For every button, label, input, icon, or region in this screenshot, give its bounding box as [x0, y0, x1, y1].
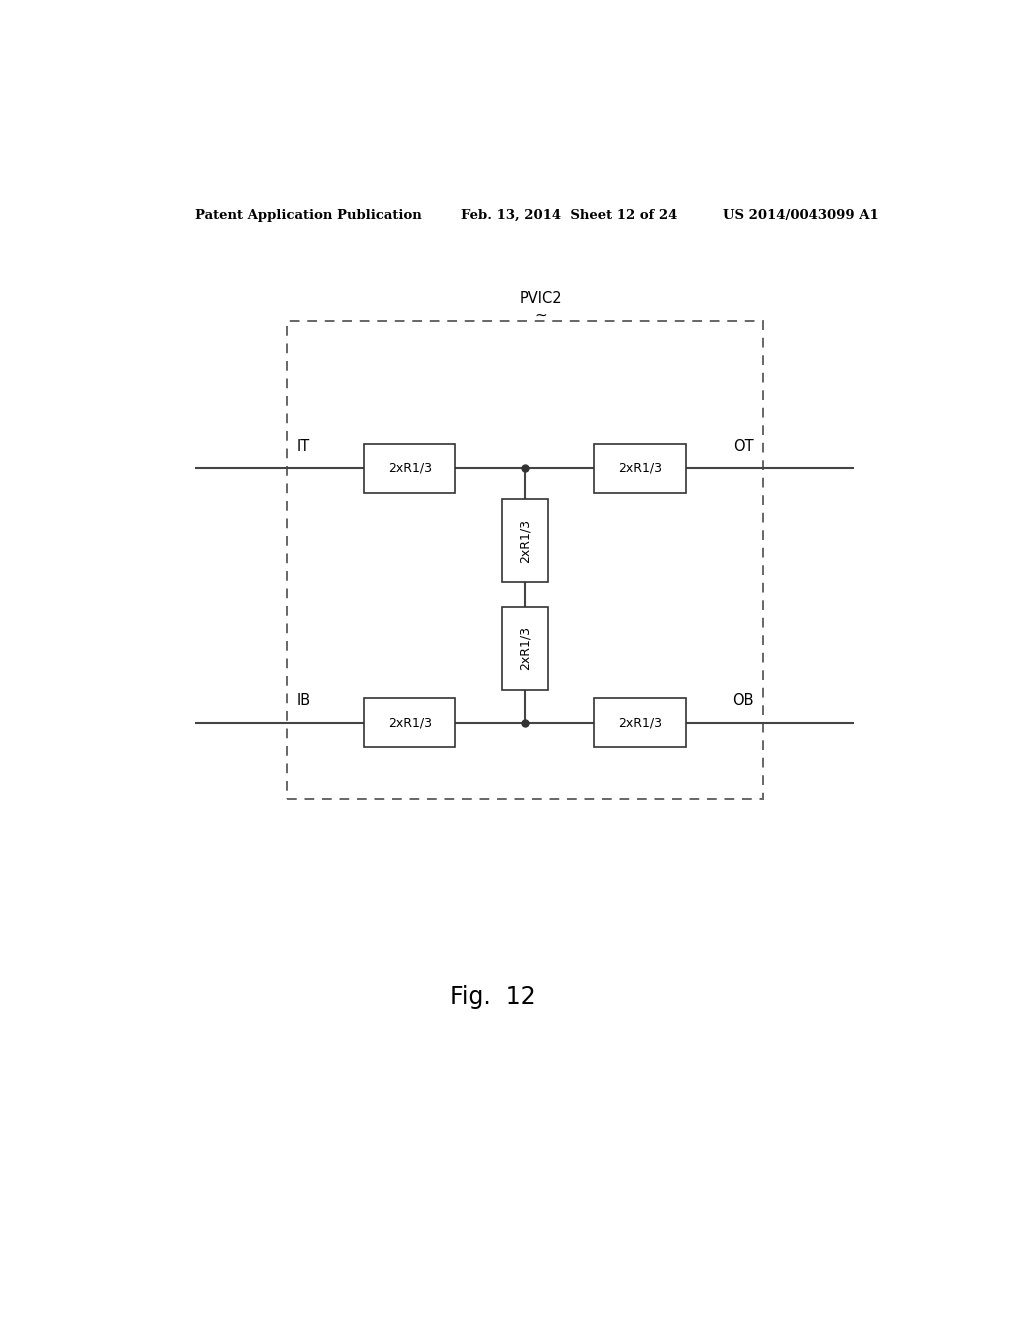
- Text: OT: OT: [733, 438, 754, 454]
- Text: PVIC2: PVIC2: [519, 292, 562, 306]
- Text: Feb. 13, 2014  Sheet 12 of 24: Feb. 13, 2014 Sheet 12 of 24: [461, 209, 678, 222]
- Text: OB: OB: [732, 693, 754, 708]
- Text: Fig.  12: Fig. 12: [451, 985, 536, 1008]
- Bar: [502, 607, 548, 690]
- Text: 2xR1/3: 2xR1/3: [617, 462, 662, 475]
- Bar: [365, 444, 456, 492]
- Text: 2xR1/3: 2xR1/3: [388, 715, 432, 729]
- Text: 2xR1/3: 2xR1/3: [518, 519, 531, 562]
- Bar: [365, 698, 456, 747]
- Bar: [502, 499, 548, 582]
- Text: ∼: ∼: [535, 308, 547, 322]
- Bar: [287, 321, 763, 799]
- Text: IT: IT: [296, 438, 309, 454]
- Text: 2xR1/3: 2xR1/3: [518, 626, 531, 671]
- Bar: [594, 698, 685, 747]
- Text: US 2014/0043099 A1: US 2014/0043099 A1: [723, 209, 879, 222]
- Text: 2xR1/3: 2xR1/3: [617, 715, 662, 729]
- Text: 2xR1/3: 2xR1/3: [388, 462, 432, 475]
- Text: IB: IB: [296, 693, 310, 708]
- Text: Patent Application Publication: Patent Application Publication: [196, 209, 422, 222]
- Bar: [594, 444, 685, 492]
